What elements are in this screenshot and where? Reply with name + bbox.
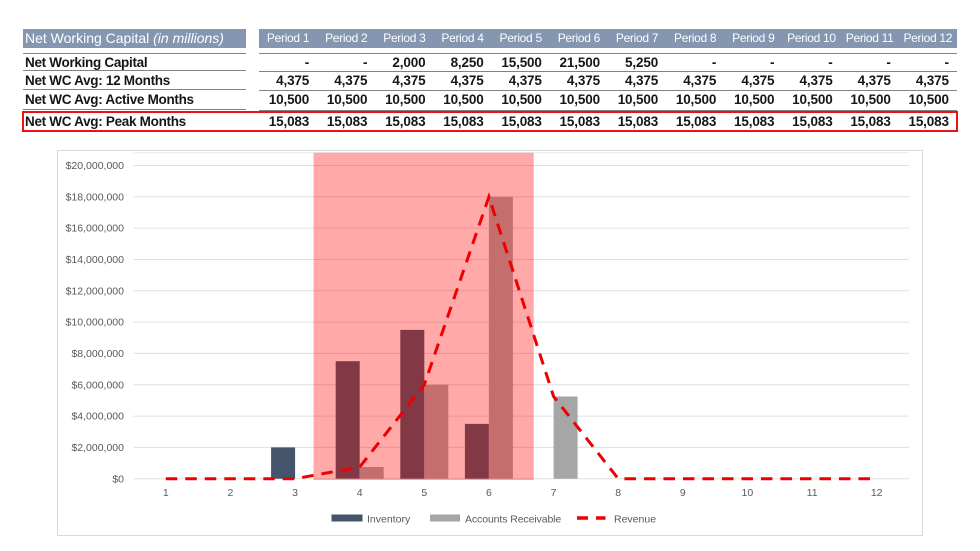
svg-text:9: 9	[680, 487, 686, 499]
svg-text:6: 6	[486, 487, 492, 499]
svg-text:$12,000,000: $12,000,000	[66, 285, 125, 297]
svg-text:12: 12	[871, 487, 883, 499]
svg-text:8: 8	[615, 487, 621, 499]
svg-text:11: 11	[807, 487, 818, 499]
svg-text:$0: $0	[112, 473, 124, 485]
svg-text:2: 2	[227, 487, 233, 499]
svg-text:Revenue: Revenue	[614, 514, 656, 526]
svg-text:5: 5	[421, 487, 427, 499]
svg-text:$6,000,000: $6,000,000	[71, 379, 124, 391]
svg-text:3: 3	[292, 487, 298, 499]
svg-text:4: 4	[357, 487, 363, 499]
svg-text:$10,000,000: $10,000,000	[66, 317, 125, 329]
svg-text:$18,000,000: $18,000,000	[66, 191, 125, 203]
svg-text:$2,000,000: $2,000,000	[71, 442, 124, 454]
svg-text:Accounts Receivable: Accounts Receivable	[465, 514, 561, 526]
svg-text:10: 10	[742, 487, 754, 499]
svg-text:$8,000,000: $8,000,000	[71, 348, 124, 360]
svg-text:Inventory: Inventory	[367, 514, 411, 526]
svg-text:$16,000,000: $16,000,000	[66, 223, 125, 235]
svg-text:$4,000,000: $4,000,000	[71, 411, 124, 423]
svg-text:$14,000,000: $14,000,000	[66, 254, 125, 266]
svg-text:$20,000,000: $20,000,000	[66, 160, 125, 172]
svg-text:1: 1	[163, 487, 169, 499]
svg-text:7: 7	[551, 487, 557, 499]
